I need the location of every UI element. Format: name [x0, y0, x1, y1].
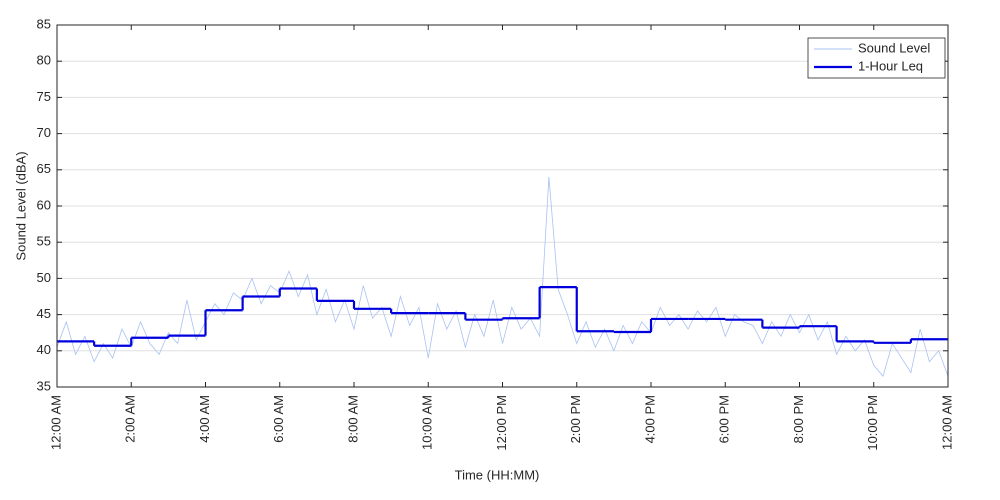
y-tick-label: 75 — [37, 89, 51, 104]
legend-box — [807, 37, 946, 79]
y-tick-label: 40 — [37, 342, 51, 357]
axes: 35 40 45 50 55 60 65 70 75 80 85 12:00 AM 2:00 AM 4:0… — [37, 16, 955, 450]
y-tick-label: 50 — [37, 270, 51, 285]
axes-box — [56, 24, 949, 388]
x-tick-label: 4:00 PM — [642, 395, 657, 443]
x-tick-label: 12:00 AM — [48, 395, 63, 450]
x-tick-label: 4:00 AM — [197, 395, 212, 443]
legend-label: Sound Level — [858, 40, 930, 55]
x-tick-label: 10:00 PM — [865, 395, 880, 451]
x-tick-label: 2:00 PM — [568, 395, 583, 443]
y-axis-label: Sound Level (dBA) — [13, 151, 28, 260]
x-tick-label: 6:00 AM — [271, 395, 286, 443]
x-tick-label: 12:00 AM — [939, 395, 954, 450]
legend: Sound Level 1-Hour Leq — [807, 37, 946, 79]
y-tick-label: 65 — [37, 161, 51, 176]
y-tick-label: 85 — [37, 16, 51, 31]
y-tick-label: 35 — [37, 378, 51, 393]
x-tick-label: 12:00 PM — [494, 395, 509, 451]
y-tick-label: 80 — [37, 53, 51, 68]
y-tick-label: 70 — [37, 125, 51, 140]
x-tick-label: 2:00 AM — [123, 395, 138, 443]
x-axis-label: Time (HH:MM) — [455, 467, 540, 482]
y-tick-label: 45 — [37, 306, 51, 321]
x-tick-label: 6:00 PM — [717, 395, 732, 443]
x-tick-label: 8:00 AM — [345, 395, 360, 443]
marks — [56, 177, 949, 377]
y-tick-label: 55 — [37, 234, 51, 249]
x-tick-label: 8:00 PM — [791, 395, 806, 443]
legend-label: 1-Hour Leq — [858, 58, 923, 73]
x-tick-label: 10:00 AM — [420, 395, 435, 450]
y-tick-label: 60 — [37, 197, 51, 212]
